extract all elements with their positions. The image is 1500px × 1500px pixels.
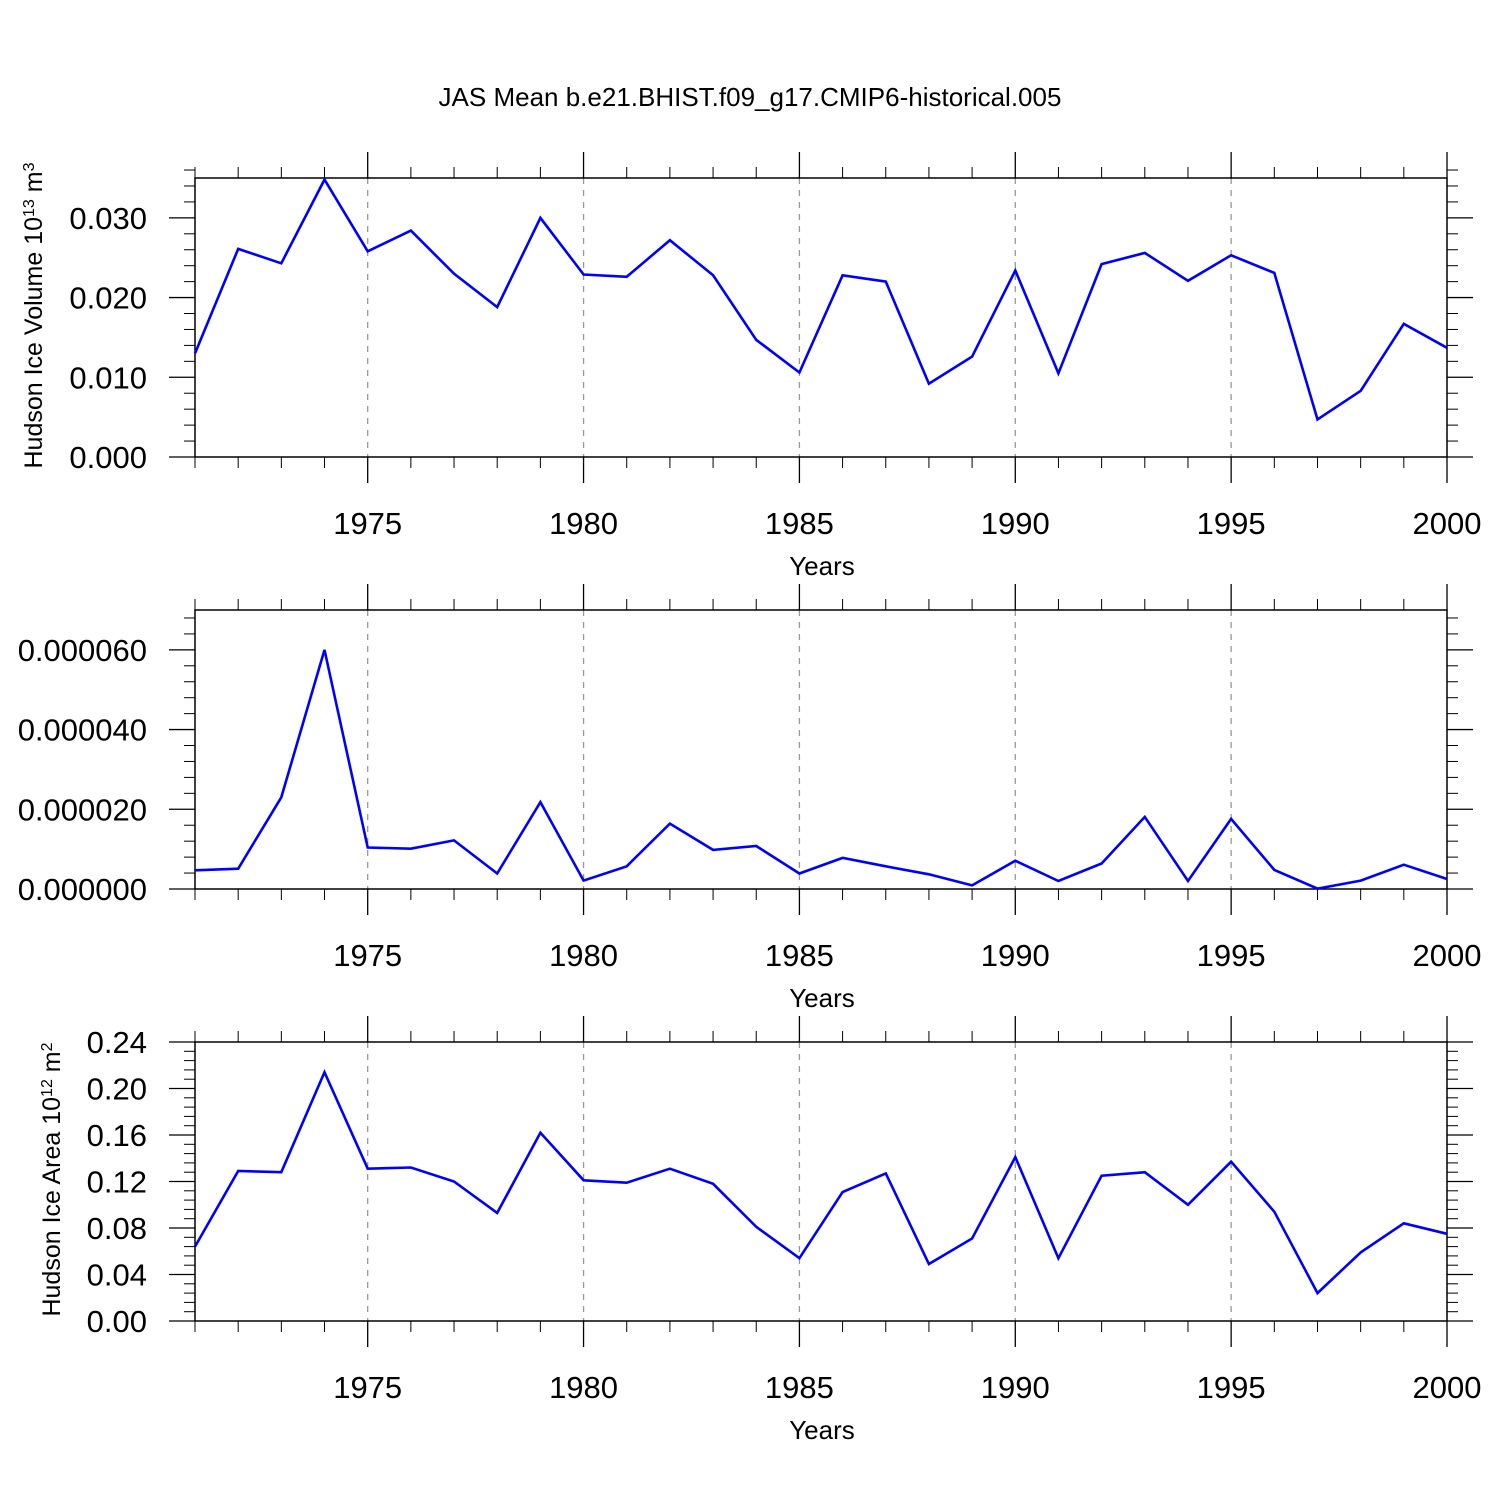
y-axis-label: Hudson Ice Area 1012 m2 xyxy=(38,1042,66,1316)
y-tick-label: 0.20 xyxy=(87,1072,147,1107)
y-tick-label: 0.24 xyxy=(87,1025,147,1060)
y-axis-label: Hudson Ice Volume 1013 m3 xyxy=(20,162,48,468)
y-tick-label: 0.010 xyxy=(69,360,147,395)
y-tick-label: 0.12 xyxy=(87,1165,147,1200)
x-tick-label: 1975 xyxy=(333,938,402,973)
chart-panel-1: 1975 1980 1985 1990 1995 2000 0.000 0.010 0.020 0… xyxy=(20,152,1481,581)
x-tick-label: 1990 xyxy=(981,1370,1050,1405)
plot-frame xyxy=(194,609,1448,890)
x-tick-label: 2000 xyxy=(1413,1370,1482,1405)
x-tick-label: 1985 xyxy=(765,938,834,973)
y-tick-label: 0.020 xyxy=(69,281,147,316)
x-tick-label: 1975 xyxy=(333,1370,402,1405)
y-tick-label: 0.16 xyxy=(87,1118,147,1153)
x-tick-label: 1990 xyxy=(981,938,1050,973)
x-tick-label: 2000 xyxy=(1413,506,1482,541)
y-tick-label: 0.000 xyxy=(69,440,147,475)
panels: 1975 1980 1985 1990 1995 2000 0.000 0.010 0.020 0… xyxy=(18,152,1482,1445)
x-tick-label: 1975 xyxy=(333,506,402,541)
x-tick-label: 1990 xyxy=(981,506,1050,541)
y-tick-label: 0.00 xyxy=(87,1304,147,1339)
data-series-line xyxy=(193,176,1448,422)
y-tick-label: 0.04 xyxy=(87,1258,147,1293)
plot-frame xyxy=(194,1041,1448,1322)
x-axis-label: Years xyxy=(789,551,855,581)
x-axis-label: Years xyxy=(789,983,855,1013)
x-axis-label: Years xyxy=(789,1415,855,1445)
y-tick-label: 0.000020 xyxy=(18,792,147,827)
y-tick-label: 0.08 xyxy=(87,1211,147,1246)
chart-panel-3: 1975 1980 1985 1990 1995 2000 0.00 0.04 0.08 0.12… xyxy=(38,1016,1481,1445)
x-tick-label: 1995 xyxy=(1197,506,1266,541)
data-series-line xyxy=(194,649,1448,890)
y-tick-label: 0.000060 xyxy=(18,633,147,668)
x-tick-label: 1985 xyxy=(765,1370,834,1405)
chart-panel-2: 1975 1980 1985 1990 1995 2000 0.000000 0.000020… xyxy=(18,584,1482,1013)
x-tick-label: 1995 xyxy=(1197,1370,1266,1405)
x-tick-label: 1985 xyxy=(765,506,834,541)
y-tick-label: 0.000000 xyxy=(18,872,147,907)
x-tick-label: 1980 xyxy=(549,506,618,541)
data-series-line xyxy=(193,1068,1448,1296)
x-tick-label: 1980 xyxy=(549,938,618,973)
y-tick-label: 0.000040 xyxy=(18,713,147,748)
plot-frame xyxy=(194,177,1448,458)
x-tick-label: 1980 xyxy=(549,1370,618,1405)
y-tick-label: 0.030 xyxy=(69,201,147,236)
x-tick-label: 1995 xyxy=(1197,938,1266,973)
x-tick-label: 2000 xyxy=(1413,938,1482,973)
figure-title: JAS Mean b.e21.BHIST.f09_g17.CMIP6-histo… xyxy=(439,82,1062,112)
